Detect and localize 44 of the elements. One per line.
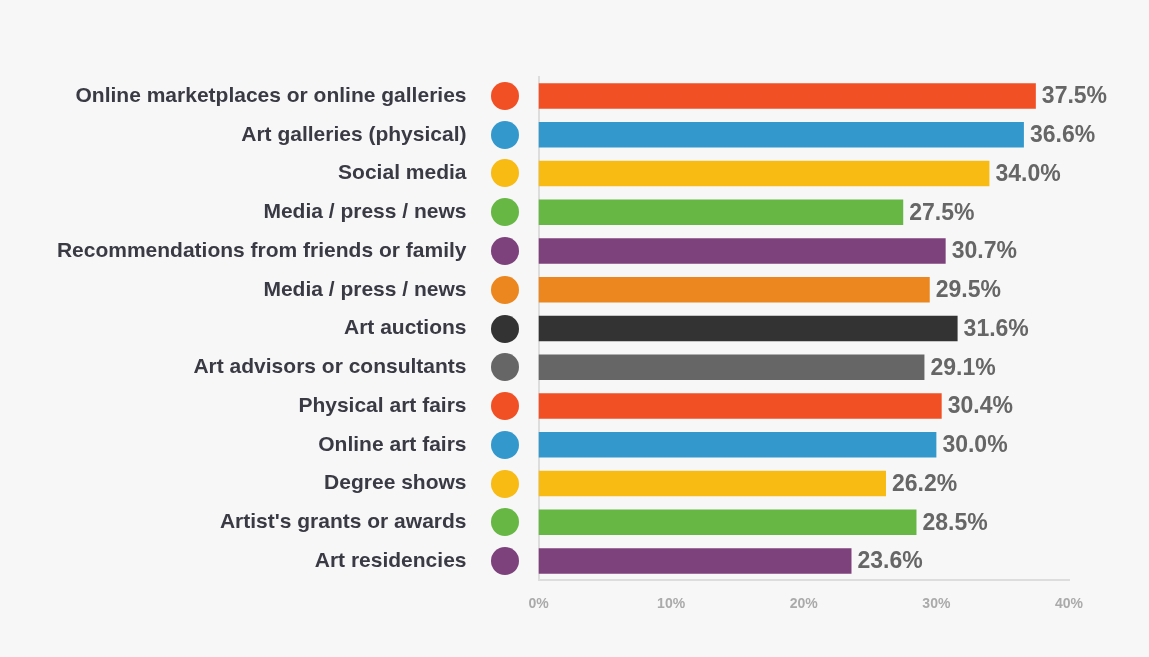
data-label: 26.2% (891, 469, 958, 496)
data-label: 30.7% (951, 237, 1017, 264)
y-tick-label: Art residencies (314, 547, 467, 571)
bar (538, 121, 1024, 148)
x-tick-label: 40% (1054, 594, 1084, 611)
data-label: 30.0% (942, 431, 1008, 458)
bar (538, 431, 937, 458)
data-label: 29.5% (935, 276, 1001, 303)
y-tick-label: Online marketplaces or online galleries (75, 82, 467, 106)
bar (538, 470, 886, 497)
y-tick-label: Recommendations from friends or family (56, 237, 467, 261)
bar (538, 548, 852, 574)
x-tick-label: 10% (657, 594, 686, 611)
data-label: 31.6% (963, 314, 1029, 341)
data-label: 37.5% (1041, 82, 1108, 109)
bar (538, 160, 990, 187)
x-tick-label: 30% (922, 594, 951, 611)
bar (538, 83, 1036, 109)
bar (538, 393, 942, 419)
y-tick-label: Media / press / news (263, 199, 467, 223)
y-tick-label: Online art fairs (318, 431, 467, 455)
y-tick-label: Art advisors or consultants (193, 354, 467, 378)
y-tick-label: Artist's grants or awards (219, 509, 467, 533)
y-tick-label: Media / press / news (263, 276, 467, 300)
data-label: 29.1% (930, 353, 996, 380)
bar (538, 509, 917, 536)
x-tick-label: 20% (789, 594, 819, 611)
bar (538, 238, 946, 264)
data-label: 28.5% (922, 508, 988, 535)
data-label: 30.4% (947, 392, 1013, 419)
y-tick-label: Art galleries (physical) (241, 121, 467, 145)
y-tick-label: Physical art fairs (298, 392, 467, 416)
data-label: 36.6% (1029, 121, 1096, 148)
data-label: 27.5% (909, 198, 975, 225)
bar (538, 354, 925, 381)
y-tick-label: Art auctions (343, 315, 467, 339)
bar (538, 199, 904, 226)
y-tick-label: Degree shows (324, 470, 467, 494)
bar (538, 315, 958, 342)
data-label: 34.0% (995, 159, 1061, 186)
data-label: 23.6% (857, 547, 923, 574)
x-tick-label: 0% (528, 594, 550, 611)
y-tick-label: Social media (338, 160, 467, 184)
bar (538, 276, 930, 303)
